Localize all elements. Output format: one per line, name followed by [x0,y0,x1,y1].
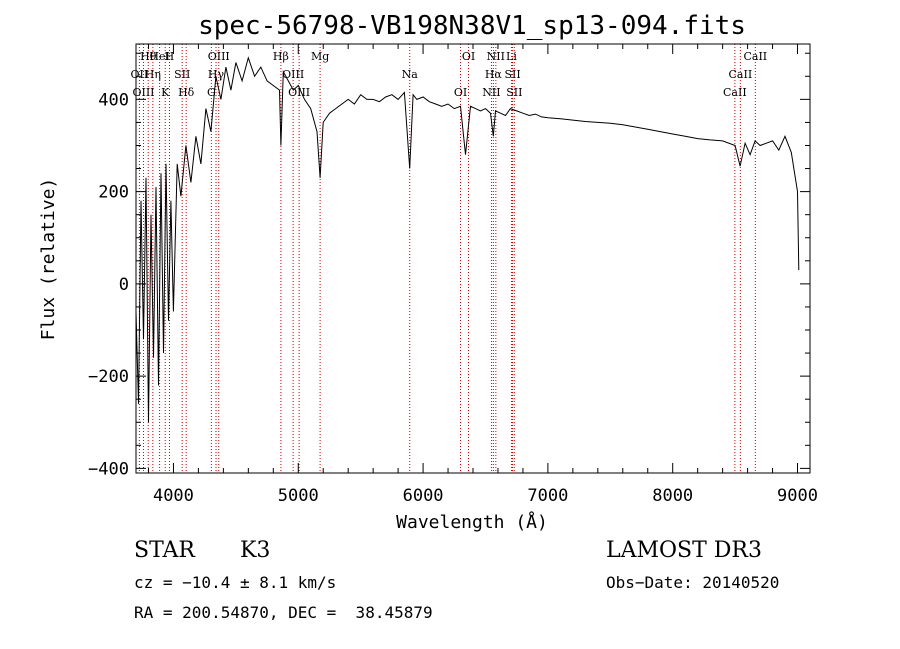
spectral-line-label: OIII [132,86,154,99]
spectral-line-label: Hα [485,68,503,81]
object-subclass: K3 [240,538,271,563]
spectral-line-label: CaII [743,50,767,63]
spectral-line-label: OI [462,50,475,63]
plot-frame [135,43,811,474]
x-tick-label: 7000 [527,486,568,506]
x-tick-label: 9000 [777,486,818,506]
spectral-line-label: K [161,86,170,99]
y-tick-label: −400 [88,459,129,479]
x-axis-ticks: 4000 5000 6000 7000 8000 9000 [147,44,818,506]
object-class: STAR [134,538,195,563]
spectral-line-label: Li [506,50,517,63]
spectral-line-label: OII [131,68,149,81]
y-axis-label: Flux (relative) [38,178,59,341]
x-tick-label: 8000 [652,486,693,506]
coordinates: RA = 200.54870, DEC = 38.45879 [134,603,433,622]
spectral-line-label: Na [402,68,419,81]
spectral-line-markers [138,44,756,473]
y-tick-label: −200 [88,367,129,387]
spectral-line-label: G [207,86,216,99]
spectral-line-label: SII [506,86,522,99]
flux-series-line [135,56,800,423]
spectral-line-label: Mg [311,50,329,63]
survey-name: LAMOST DR3 [606,538,762,563]
spectral-line-label: OIII [282,68,304,81]
spectral-line-label: HeI [149,50,169,63]
y-tick-label: 400 [98,90,129,110]
observation-date: Obs−Date: 20140520 [606,573,780,592]
x-axis-label: Wavelength (Å) [396,511,548,533]
chart-title: spec-56798-VB198N38V1_sp13-094.fits [198,11,746,41]
y-axis-ticks: −400 −200 0 200 400 [88,52,810,479]
x-tick-label: 4000 [153,486,194,506]
spectral-line-labels: HθOIIOIIIHeIHηKHSIIHδOIIIHγGHβOIIIOIIIMg… [131,50,768,99]
x-tick-label: 6000 [403,486,444,506]
spectral-line-label: OI [454,86,467,99]
spectral-line-label: Hβ [273,50,289,63]
spectral-line-label: Hη [145,68,161,81]
spectral-line-label: NII [487,50,505,63]
spectral-line-label: H [165,50,175,63]
y-tick-label: 200 [98,183,129,203]
spectral-line-label: SII [504,68,520,81]
x-tick-label: 5000 [278,486,319,506]
spectral-line-label: Hδ [178,86,195,99]
spectral-line-label: SII [174,68,190,81]
spectral-line-label: Hγ [208,68,225,81]
spectral-line-label: CaII [723,86,747,99]
spectral-line-label: Hθ [140,50,157,63]
spectral-line-label: NII [482,86,500,99]
spectral-line-label: CaII [729,68,753,81]
y-tick-label: 0 [119,275,129,295]
redshift-cz: cz = −10.4 ± 8.1 km/s [134,573,337,592]
spectral-line-label: OIII [208,50,230,63]
